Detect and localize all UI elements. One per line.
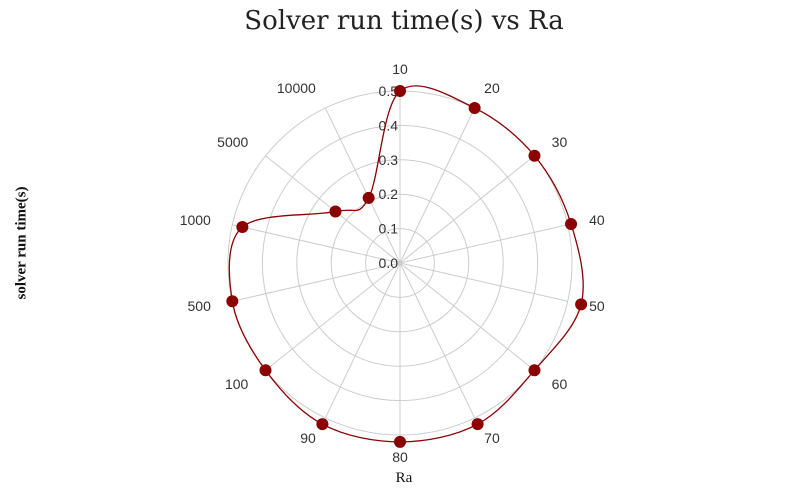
radial-tick-label: 0.2	[379, 186, 399, 202]
data-point	[565, 217, 578, 230]
data-point	[471, 418, 484, 431]
radial-tick-label: 0.5	[379, 83, 399, 99]
chart-title: Solver run time(s) vs Ra	[244, 6, 564, 36]
grid-spoke	[324, 107, 401, 264]
data-point	[226, 295, 239, 308]
radial-tick-label: 0.4	[379, 117, 399, 133]
grid-spoke	[399, 107, 476, 264]
angular-tick-label: 50	[589, 298, 605, 314]
data-point	[575, 298, 588, 311]
angular-tick-label: 80	[392, 449, 408, 465]
angular-tick-label: 20	[484, 80, 500, 96]
radial-tick-label: 0.0	[379, 255, 399, 271]
data-point	[394, 85, 406, 97]
angular-tick-label: 10	[392, 61, 408, 77]
angular-tick-label: 100	[225, 376, 249, 392]
grid-spoke	[232, 262, 401, 302]
angular-tick-label: 70	[484, 430, 500, 446]
grid-spoke	[399, 262, 568, 302]
grid-spoke	[324, 262, 401, 419]
data-point	[259, 364, 272, 377]
grid-spoke	[399, 262, 476, 419]
radial-tick-label: 0.1	[379, 221, 399, 237]
grid-spoke	[232, 224, 401, 264]
data-point	[468, 102, 481, 115]
data-point	[394, 435, 406, 448]
data-point	[236, 221, 249, 234]
x-axis-label: Ra	[395, 470, 413, 486]
radial-tick-label: 0.3	[379, 152, 399, 168]
grid-spoke	[399, 224, 568, 264]
angular-tick-label: 500	[188, 298, 212, 314]
data-point	[528, 149, 541, 162]
data-point	[528, 364, 541, 377]
angular-tick-label: 30	[552, 134, 568, 150]
angular-tick-label: 90	[300, 430, 316, 446]
angular-tick-label: 60	[552, 376, 568, 392]
angular-tick-label: 40	[589, 212, 605, 228]
grid-spoke	[399, 262, 535, 371]
grid-spoke	[265, 262, 401, 371]
grid-spoke	[399, 155, 535, 264]
angular-tick-label: 1000	[180, 212, 211, 228]
data-point	[362, 191, 375, 204]
angular-tick-label: 5000	[217, 134, 248, 150]
angular-tick-label: 10000	[277, 80, 316, 96]
data-point	[316, 418, 329, 431]
data-point	[329, 205, 342, 218]
